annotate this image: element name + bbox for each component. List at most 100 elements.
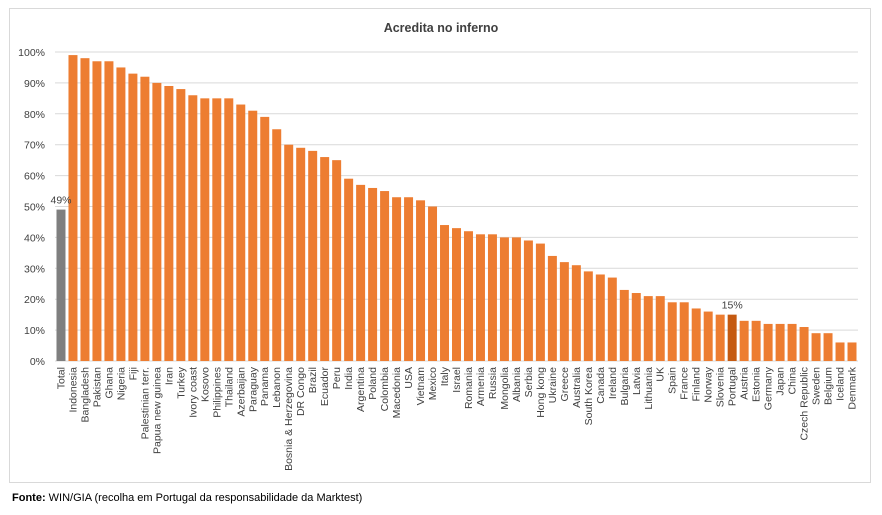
bar-ivory-coast — [188, 95, 198, 361]
x-tick-label: Total — [55, 367, 67, 389]
x-tick-label: Ireland — [607, 367, 619, 399]
bar-kosovo — [200, 98, 210, 361]
x-tick-label: Lebanon — [271, 367, 283, 408]
x-tick-label: Kosovo — [199, 367, 211, 402]
x-tick-label: Nigeria — [115, 367, 127, 400]
x-tick-label: Macedonia — [391, 367, 403, 419]
y-tick-label: 100% — [18, 47, 45, 59]
x-tick-label: Norway — [703, 366, 715, 402]
bar-spain — [667, 302, 677, 361]
bar-canada — [595, 274, 605, 361]
bar-bulgaria — [619, 289, 629, 361]
x-tick-label: DR Congo — [295, 367, 307, 416]
x-tick-label: Russia — [487, 367, 499, 399]
bar-portugal — [727, 314, 737, 361]
y-tick-label: 70% — [24, 140, 45, 152]
bar-iceland — [835, 342, 845, 361]
bar-russia — [487, 234, 497, 361]
bar-total — [56, 209, 66, 361]
bar-latvia — [631, 293, 641, 361]
bar-italy — [440, 225, 450, 361]
y-tick-label: 90% — [24, 78, 45, 90]
bars — [56, 55, 857, 362]
bar-norway — [703, 311, 713, 361]
x-tick-label: Sweden — [811, 367, 823, 405]
x-tick-label: Iceland — [835, 367, 847, 401]
bar-peru — [332, 160, 342, 361]
source-text: WIN/GIA (recolha em Portugal da responsa… — [45, 492, 363, 504]
x-tick-label: Japan — [775, 367, 787, 396]
bar-paraguay — [248, 110, 258, 362]
bar-uk — [655, 296, 665, 361]
x-tick-label: Bosnia & Herzegovina — [283, 367, 295, 471]
bar-bangladesh — [80, 58, 90, 362]
bar-pakistan — [92, 61, 102, 362]
bar-ukraine — [547, 255, 557, 361]
bar-azerbaijan — [236, 104, 246, 361]
x-tick-label: Palestinian terr. — [139, 367, 151, 439]
bar-macedonia — [392, 197, 402, 361]
x-tick-label: Canada — [595, 367, 607, 404]
x-tick-label: Lithuania — [643, 367, 655, 410]
x-tick-label: China — [787, 367, 799, 395]
x-tick-label: Belgium — [823, 367, 835, 405]
source-label: Fonte: — [12, 492, 46, 504]
bar-thailand — [224, 98, 234, 361]
bar-czech-republic — [799, 327, 809, 361]
bar-sweden — [811, 333, 821, 361]
x-tick-label: Slovenia — [715, 367, 727, 407]
bar-israel — [452, 228, 461, 361]
x-tick-label: Philippines — [211, 367, 223, 418]
source-note: Fonte: WIN/GIA (recolha em Portugal da r… — [12, 492, 362, 504]
chart-title: Acredita no inferno — [384, 21, 499, 35]
y-axis-ticks: 0% 10% 20% 30% 40% 50% 60% 70% 80% 90% 100% — [18, 47, 45, 368]
bar-nigeria — [116, 67, 126, 361]
x-tick-label: Ivory coast — [187, 367, 199, 418]
bar-serbia — [523, 240, 533, 361]
bar-japan — [775, 323, 785, 361]
bar-slovenia — [715, 314, 725, 361]
bar-bosnia-herzegovina — [284, 144, 294, 361]
bar-denmark — [847, 342, 857, 361]
y-tick-label: 40% — [24, 232, 45, 244]
bar-colombia — [380, 191, 390, 361]
x-tick-label: Ecuador — [319, 366, 331, 406]
bar-fiji — [128, 73, 138, 361]
bar-chart: Acredita no inferno 0% 10% 20% 30% 40% 50% 60%… — [18, 21, 859, 471]
x-tick-label: Serbia — [523, 367, 535, 398]
bar-dr-congo — [296, 147, 306, 361]
x-tick-label: Ghana — [103, 367, 115, 399]
bar-lebanon — [272, 129, 282, 361]
bar-vietnam — [416, 200, 426, 361]
x-tick-label: Colombia — [379, 367, 391, 412]
data-labels: 49% 15% — [50, 195, 742, 312]
bar-ghana — [104, 61, 114, 362]
x-tick-label: Mongolia — [499, 367, 511, 410]
x-tick-label: UK — [655, 367, 667, 382]
x-tick-label: Italy — [439, 366, 451, 386]
x-tick-label: Latvia — [631, 367, 643, 395]
x-tick-label: Greece — [559, 367, 571, 402]
x-tick-label: Poland — [367, 367, 379, 400]
y-tick-label: 50% — [24, 202, 45, 214]
x-tick-label: Spain — [667, 367, 679, 394]
y-tick-label: 10% — [24, 325, 45, 337]
bar-australia — [571, 265, 581, 361]
x-tick-label: Iran — [163, 367, 175, 385]
x-tick-label: USA — [403, 367, 415, 389]
y-tick-label: 60% — [24, 171, 45, 183]
x-tick-label: Denmark — [847, 366, 859, 409]
x-tick-label: Argentina — [355, 367, 367, 412]
bar-south-korea — [583, 271, 593, 361]
x-tick-label: Australia — [571, 367, 583, 408]
bar-france — [679, 302, 689, 361]
x-tick-label: Papua new guinea — [151, 367, 163, 454]
data-label-total: 49% — [50, 195, 71, 207]
x-tick-label: France — [679, 367, 691, 400]
chart-frame: Acredita no inferno 0% 10% 20% 30% 40% 50% 60%… — [9, 8, 871, 483]
bar-mexico — [428, 206, 438, 361]
bar-hong-kong — [535, 243, 545, 361]
bar-iran — [164, 85, 174, 362]
x-tick-label: Israel — [451, 367, 463, 393]
x-tick-label: South Korea — [583, 367, 595, 426]
